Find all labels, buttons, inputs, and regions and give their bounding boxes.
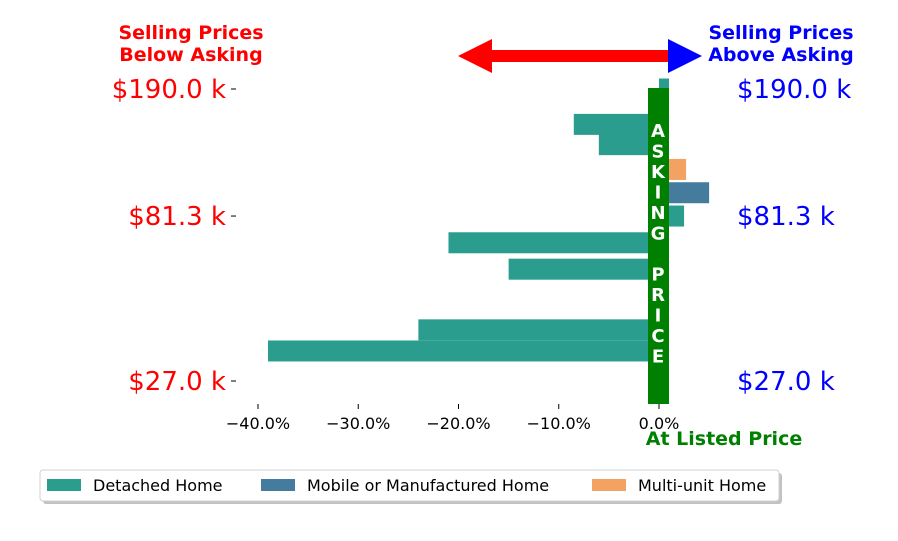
x-tick-label: −40.0% — [226, 414, 290, 433]
bar — [659, 182, 710, 204]
x-tick-label: −10.0% — [527, 414, 591, 433]
legend-swatch — [592, 479, 626, 491]
asking-letter: P — [651, 265, 664, 286]
legend: Detached Home Mobile or Manufactured Home… — [39, 469, 782, 504]
x-tick-label: 0.0% — [639, 414, 680, 433]
x-tick-label: −20.0% — [426, 414, 490, 433]
bar — [508, 258, 659, 280]
asking-letter: A — [651, 121, 665, 142]
legend-swatch — [261, 479, 295, 491]
asking-letter: G — [651, 224, 666, 245]
y-tick-label-left: $81.3 k — [128, 202, 226, 232]
header-right-line-1: Selling Prices — [708, 22, 853, 44]
asking-letter: I — [655, 306, 662, 327]
asking-letter: K — [651, 162, 666, 183]
bar — [268, 340, 659, 362]
bar — [418, 319, 659, 341]
bar — [573, 113, 659, 135]
y-tick-label-right: $27.0 k — [737, 367, 835, 397]
legend-swatch — [47, 479, 81, 491]
asking-letter: C — [651, 326, 664, 347]
y-ticks-left: $190.0 k $81.3 k $27.0 k — [112, 75, 236, 397]
x-tick-label: −30.0% — [326, 414, 390, 433]
header-right-line-2: Above Asking — [708, 44, 854, 66]
asking-letter: S — [652, 142, 665, 163]
legend-label: Detached Home — [93, 476, 223, 495]
header-left-line-1: Selling Prices — [118, 22, 263, 44]
bar — [448, 232, 659, 254]
asking-price-column — [648, 88, 669, 404]
header-left-line-2: Below Asking — [119, 44, 262, 66]
x-axis: −40.0% −30.0% −20.0% −10.0% 0.0% — [226, 404, 679, 433]
asking-letter: E — [652, 347, 664, 368]
center-label: At Listed Price — [646, 428, 802, 450]
y-tick-label-left: $190.0 k — [112, 75, 226, 105]
double-arrow-icon — [458, 39, 702, 73]
legend-label: Multi-unit Home — [638, 476, 766, 495]
asking-letter: N — [650, 203, 665, 224]
asking-letter: I — [655, 183, 662, 204]
bar — [598, 134, 659, 156]
bars-layer — [268, 78, 710, 362]
y-tick-label-left: $27.0 k — [128, 367, 226, 397]
y-ticks-right: $190.0 k $81.3 k $27.0 k — [737, 75, 851, 397]
y-tick-label-right: $190.0 k — [737, 75, 851, 105]
asking-letter: R — [651, 285, 665, 306]
legend-label: Mobile or Manufactured Home — [307, 476, 549, 495]
y-tick-label-right: $81.3 k — [737, 202, 835, 232]
